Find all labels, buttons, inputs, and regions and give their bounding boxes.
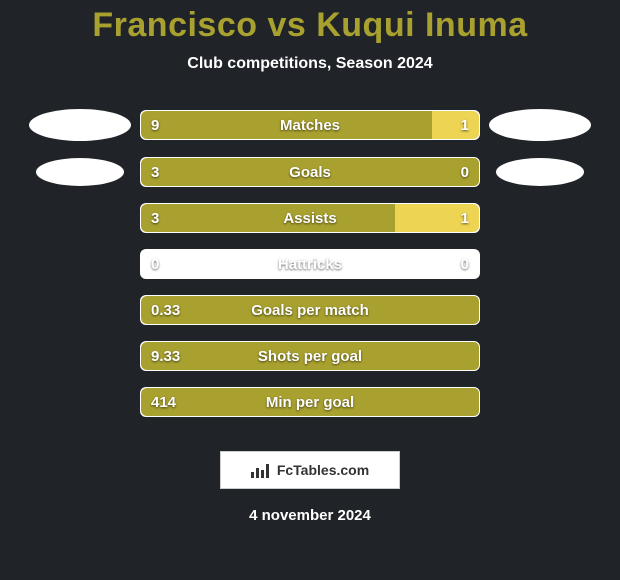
stat-label: Goals — [141, 158, 479, 187]
stat-row: 91Matches — [0, 109, 620, 141]
stat-bar: 00Hattricks — [140, 249, 480, 279]
watermark-label: FcTables.com — [277, 462, 369, 478]
team-logo-right — [496, 158, 584, 186]
stat-label: Assists — [141, 204, 479, 233]
stat-bar: 91Matches — [140, 110, 480, 140]
barchart-icon — [251, 462, 271, 478]
stat-bar: 31Assists — [140, 203, 480, 233]
stats-container: 91Matches 30Goals 31Assists 00Hattricks 0.33… — [0, 109, 620, 433]
stat-label: Shots per goal — [141, 342, 479, 371]
logo-slot-left — [20, 158, 140, 186]
logo-slot-right — [480, 109, 600, 141]
stat-row: 414Min per goal — [0, 387, 620, 417]
comparison-infographic: Francisco vs Kuqui Inuma Club competitio… — [0, 0, 620, 580]
stat-row: 31Assists — [0, 203, 620, 233]
logo-slot-left — [20, 109, 140, 141]
stat-row: 9.33Shots per goal — [0, 341, 620, 371]
stat-bar: 414Min per goal — [140, 387, 480, 417]
team-logo-left — [29, 109, 131, 141]
stat-label: Hattricks — [141, 250, 479, 279]
logo-slot-right — [480, 158, 600, 186]
team-logo-left — [36, 158, 124, 186]
stat-label: Min per goal — [141, 388, 479, 417]
date-label: 4 november 2024 — [249, 507, 371, 524]
stat-label: Matches — [141, 111, 479, 140]
page-subtitle: Club competitions, Season 2024 — [187, 55, 432, 73]
stat-row: 00Hattricks — [0, 249, 620, 279]
stat-bar: 9.33Shots per goal — [140, 341, 480, 371]
stat-row: 30Goals — [0, 157, 620, 187]
team-logo-right — [489, 109, 591, 141]
stat-row: 0.33Goals per match — [0, 295, 620, 325]
stat-bar: 30Goals — [140, 157, 480, 187]
stat-bar: 0.33Goals per match — [140, 295, 480, 325]
page-title: Francisco vs Kuqui Inuma — [92, 6, 527, 45]
stat-label: Goals per match — [141, 296, 479, 325]
watermark: FcTables.com — [220, 451, 400, 489]
